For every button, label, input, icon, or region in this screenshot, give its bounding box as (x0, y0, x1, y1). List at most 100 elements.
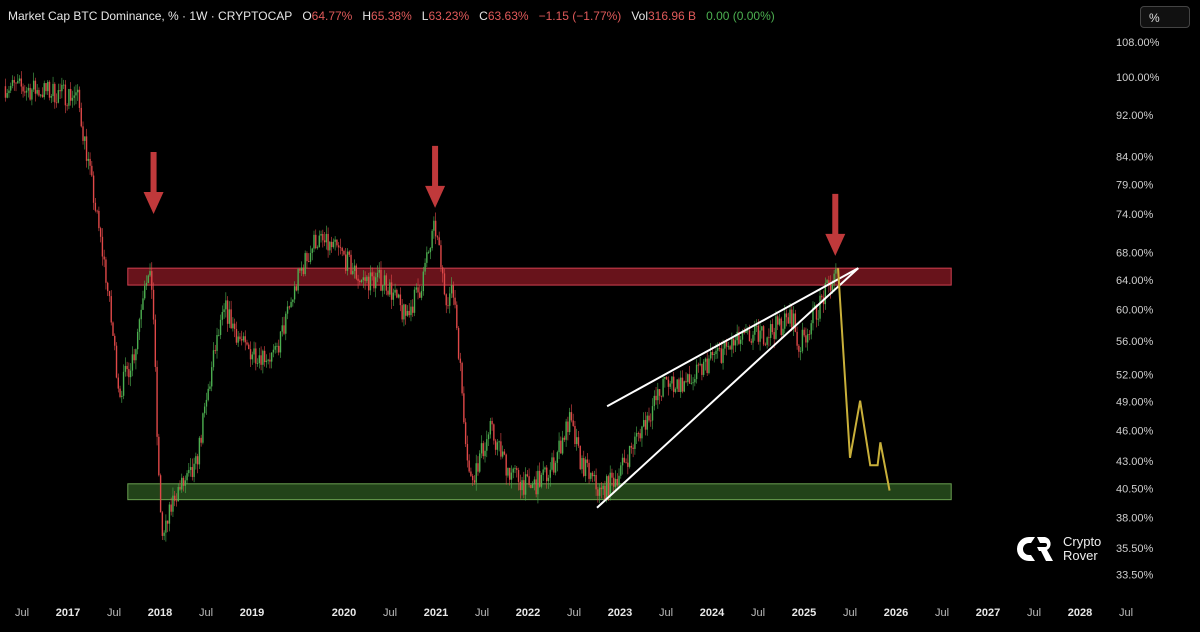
candle-body (403, 304, 405, 320)
candle-body (302, 267, 305, 275)
close-label: C (479, 9, 488, 23)
candle-body (265, 360, 268, 363)
candle-body (556, 452, 559, 463)
candle-body (750, 341, 752, 343)
candle-body (528, 476, 530, 485)
candle-body (754, 326, 756, 335)
y-tick-label: 84.00% (1116, 151, 1154, 163)
x-tick-label: 2025 (792, 607, 816, 619)
candle-body (408, 310, 410, 316)
candle-body (147, 275, 149, 283)
candle-body (600, 487, 603, 490)
candle-body (404, 304, 407, 316)
candle-body (510, 472, 513, 480)
x-tick-label: 2026 (884, 607, 908, 619)
candle-body (586, 459, 588, 463)
candle-body (625, 462, 627, 464)
x-tick-label: Jul (475, 607, 489, 619)
candle-body (424, 262, 426, 272)
candle-body (165, 520, 167, 533)
candle-body (561, 437, 564, 454)
candle-body (84, 136, 86, 141)
logo-icon (1017, 537, 1053, 561)
candle-body (438, 237, 440, 246)
low-value: 63.23% (428, 9, 470, 23)
candle-body (449, 293, 451, 306)
candle-body (621, 457, 624, 466)
candle-body (524, 474, 527, 495)
candle-body (667, 379, 670, 387)
candle-body (59, 90, 61, 92)
candle-body (715, 350, 717, 355)
candle-body (189, 467, 192, 470)
candle-body (757, 325, 760, 342)
rising-wedge-line-2 (596, 267, 859, 509)
candle-body (110, 296, 112, 323)
candle-body (241, 339, 243, 341)
candle-body (304, 253, 306, 275)
logo-text-line2: Rover (1063, 548, 1098, 563)
candle-body (574, 425, 576, 445)
candle-body (166, 520, 169, 524)
candle-body (216, 335, 218, 351)
candle-body (680, 377, 682, 393)
candle-body (341, 247, 343, 251)
candle-body (486, 439, 488, 451)
candle-body (260, 355, 262, 365)
y-tick-label: 35.50% (1116, 543, 1154, 555)
candle-body (295, 286, 298, 291)
candle-body (278, 345, 280, 353)
candle-body (565, 421, 567, 440)
y-tick-label: 60.00% (1116, 304, 1154, 316)
y-tick-label: 64.00% (1116, 275, 1154, 287)
candle-body (255, 348, 257, 364)
candle-body (831, 283, 834, 291)
candle-body (237, 336, 239, 343)
candle-body (630, 445, 633, 448)
candle-body (773, 332, 775, 339)
scale-unit-button[interactable]: % (1140, 6, 1190, 28)
candle-body (34, 80, 37, 94)
candle-body (154, 319, 157, 367)
candle-body (117, 377, 119, 389)
candle-body (775, 316, 777, 339)
logo-text-line1: Crypto (1063, 534, 1102, 549)
candle-body (325, 233, 328, 243)
candle-body (789, 309, 791, 324)
candle-body (397, 294, 400, 298)
candle-body (554, 462, 557, 473)
candle-body (591, 472, 594, 477)
candle-body (628, 445, 631, 467)
candle-body (396, 289, 398, 298)
candle-body (221, 312, 224, 320)
candle-body (232, 323, 234, 329)
candle-body (249, 349, 252, 360)
candle-body (808, 334, 811, 335)
vol-label: Vol (631, 9, 648, 23)
candle-body (89, 158, 91, 166)
candle-body (718, 348, 721, 349)
candle-body (387, 290, 389, 295)
candle-body (211, 367, 213, 387)
candle-body (471, 475, 474, 481)
candle-body (443, 273, 446, 295)
y-tick-label: 92.00% (1116, 110, 1154, 122)
candle-body (523, 480, 525, 495)
candle-body (433, 220, 435, 231)
y-tick-label: 79.00% (1116, 179, 1154, 191)
candle-body (415, 287, 417, 290)
candle-body (350, 254, 352, 275)
candle-body (568, 412, 571, 433)
candle-body (584, 459, 587, 476)
candle-body (256, 363, 259, 364)
candle-body (732, 338, 735, 346)
candle-body (346, 251, 349, 271)
candle-body (82, 126, 84, 141)
candle-body (94, 202, 97, 211)
candle-body (512, 468, 514, 473)
candle-body (505, 454, 507, 476)
candle-body (121, 395, 123, 397)
candle-body (330, 241, 333, 248)
candle-body (274, 346, 276, 350)
